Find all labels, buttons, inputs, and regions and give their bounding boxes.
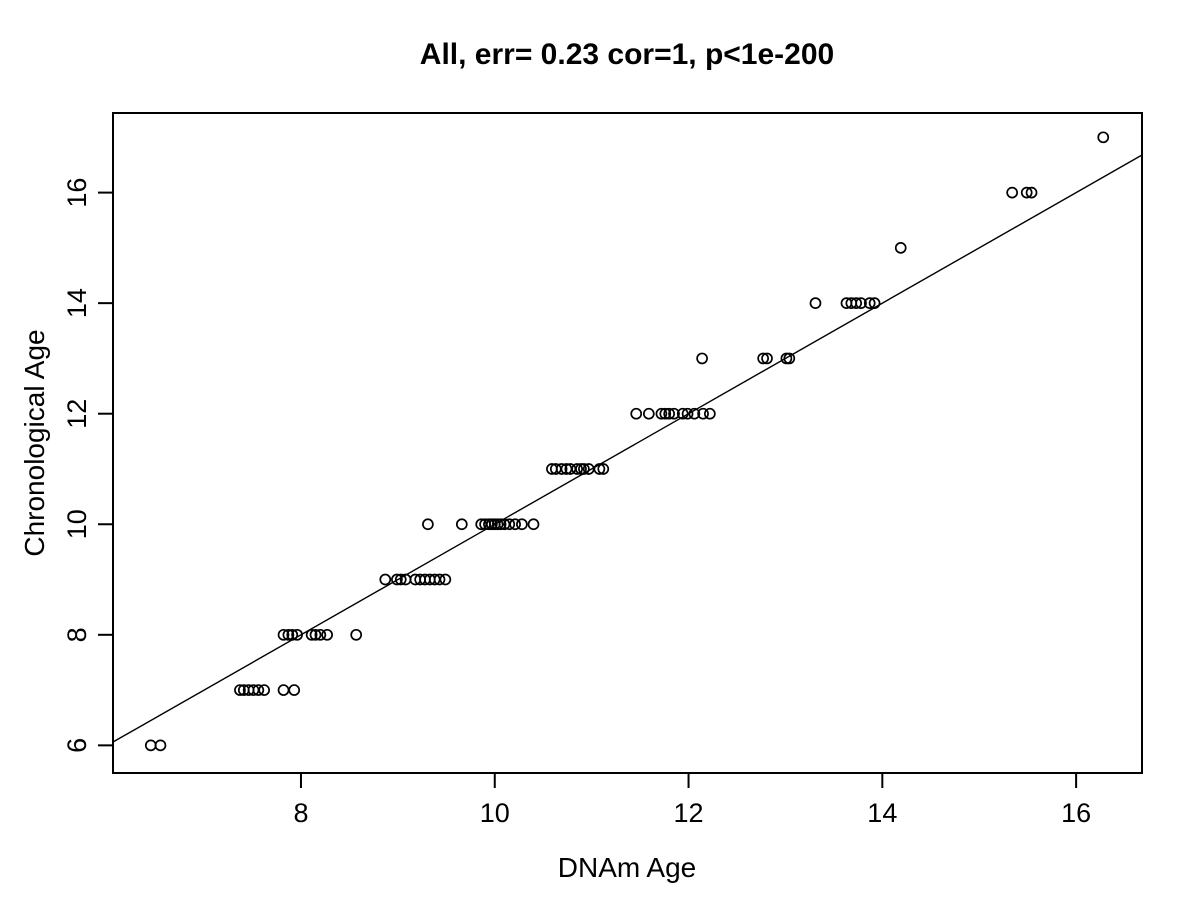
data-point	[527, 518, 540, 531]
data-point	[252, 684, 265, 696]
data-point	[305, 628, 318, 641]
y-tick-label: 16	[62, 178, 92, 208]
data-point	[314, 628, 327, 641]
fit-line	[112, 154, 1143, 743]
y-tick-label: 6	[62, 738, 92, 753]
data-point	[291, 628, 303, 641]
data-point	[704, 407, 716, 420]
x-tick-label: 14	[867, 798, 897, 828]
data-point	[433, 573, 446, 586]
data-point	[391, 573, 403, 586]
data-point	[597, 463, 610, 475]
data-point	[234, 684, 246, 696]
data-point	[642, 407, 655, 420]
data-point	[321, 628, 333, 641]
data-point	[578, 463, 590, 475]
x-tick-label: 10	[480, 798, 510, 828]
data-point	[663, 407, 676, 420]
x-tick-label: 16	[1061, 798, 1091, 828]
y-tick-label: 8	[62, 627, 92, 642]
x-axis-label: DNAm Age	[558, 852, 697, 883]
data-point	[286, 628, 299, 641]
data-point	[571, 463, 583, 475]
y-axis-label: Chronological Age	[19, 329, 50, 556]
data-point	[555, 463, 568, 475]
data-point	[593, 463, 606, 475]
data-point	[659, 407, 672, 420]
data-point	[455, 518, 468, 531]
x-axis-ticks: 8 10 12 14 16	[293, 773, 1091, 828]
data-point	[697, 407, 709, 420]
data-point	[277, 628, 290, 641]
y-axis-ticks: 6 8 10 12 14 16	[62, 178, 113, 753]
data-point	[350, 628, 363, 641]
data-point	[258, 684, 271, 696]
data-points	[144, 131, 1110, 752]
data-point	[494, 518, 507, 531]
x-tick-label: 12	[674, 798, 704, 828]
data-point	[288, 684, 301, 696]
chart-title: All, err= 0.23 cor=1, p<1e-200	[420, 38, 834, 71]
data-point	[868, 297, 881, 310]
data-point	[809, 297, 822, 310]
data-point	[154, 739, 167, 752]
x-tick-label: 8	[293, 798, 308, 828]
data-point	[894, 242, 907, 254]
data-point	[309, 628, 322, 641]
y-tick-label: 14	[62, 288, 92, 318]
data-point	[144, 739, 157, 752]
data-point	[439, 573, 452, 586]
data-point	[676, 407, 689, 420]
data-point	[394, 573, 407, 586]
data-point	[696, 352, 708, 365]
data-point	[516, 518, 528, 531]
data-point	[761, 352, 773, 365]
data-point	[422, 518, 434, 531]
data-point	[379, 573, 392, 586]
data-point	[1025, 186, 1038, 199]
data-point	[850, 297, 863, 310]
data-point	[503, 518, 516, 531]
data-point	[1006, 186, 1019, 199]
data-point	[681, 407, 694, 420]
data-point	[277, 684, 290, 696]
data-point	[668, 407, 680, 420]
data-point	[1020, 186, 1033, 199]
y-tick-label: 10	[62, 509, 92, 539]
data-point	[630, 407, 643, 420]
data-point	[282, 628, 295, 641]
data-point	[655, 407, 668, 420]
data-point	[757, 352, 769, 365]
data-point	[688, 407, 701, 420]
data-point	[855, 297, 867, 310]
plot-box	[112, 112, 1143, 774]
data-point	[783, 352, 796, 365]
data-point	[863, 297, 876, 310]
data-point	[1097, 131, 1110, 144]
y-tick-label: 12	[62, 399, 92, 429]
data-point	[509, 518, 521, 531]
